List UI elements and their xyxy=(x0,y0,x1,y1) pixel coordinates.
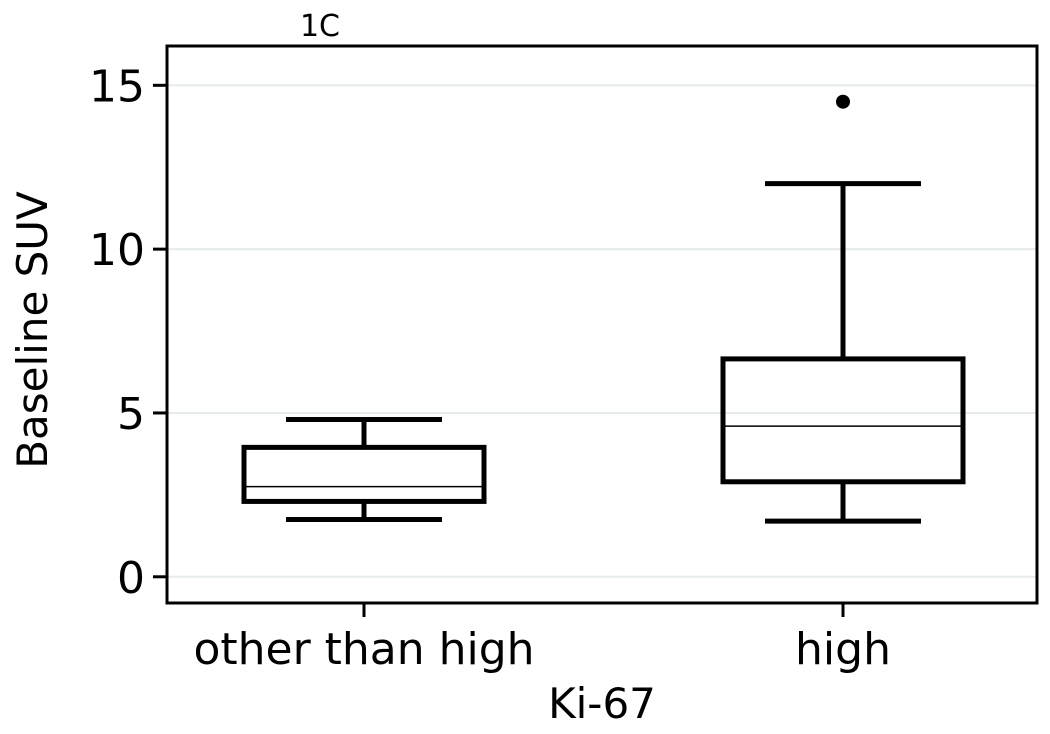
x-tick-label-0: other than high xyxy=(193,624,534,675)
y-tick-label-10: 10 xyxy=(89,225,145,276)
x-axis-title: Ki-67 xyxy=(548,679,656,728)
panel-label: 1C xyxy=(300,9,340,44)
y-axis-title: Baseline SUV xyxy=(8,191,57,469)
box-group-0 xyxy=(241,417,487,522)
plot-frame xyxy=(165,44,1039,605)
y-tick-label-5: 5 xyxy=(117,389,145,440)
outlier-1-0 xyxy=(836,94,850,109)
box-group-1 xyxy=(720,94,966,524)
y-axis: 0 5 10 15 xyxy=(89,61,167,604)
box-1 xyxy=(720,356,966,485)
y-tick-label-0: 0 xyxy=(117,553,145,604)
y-tick-label-15: 15 xyxy=(89,61,145,112)
grid-lines xyxy=(167,84,1037,578)
boxes xyxy=(241,94,966,524)
x-tick-label-1: high xyxy=(795,624,891,675)
box-0 xyxy=(241,444,487,504)
x-axis: other than high high xyxy=(193,603,891,675)
